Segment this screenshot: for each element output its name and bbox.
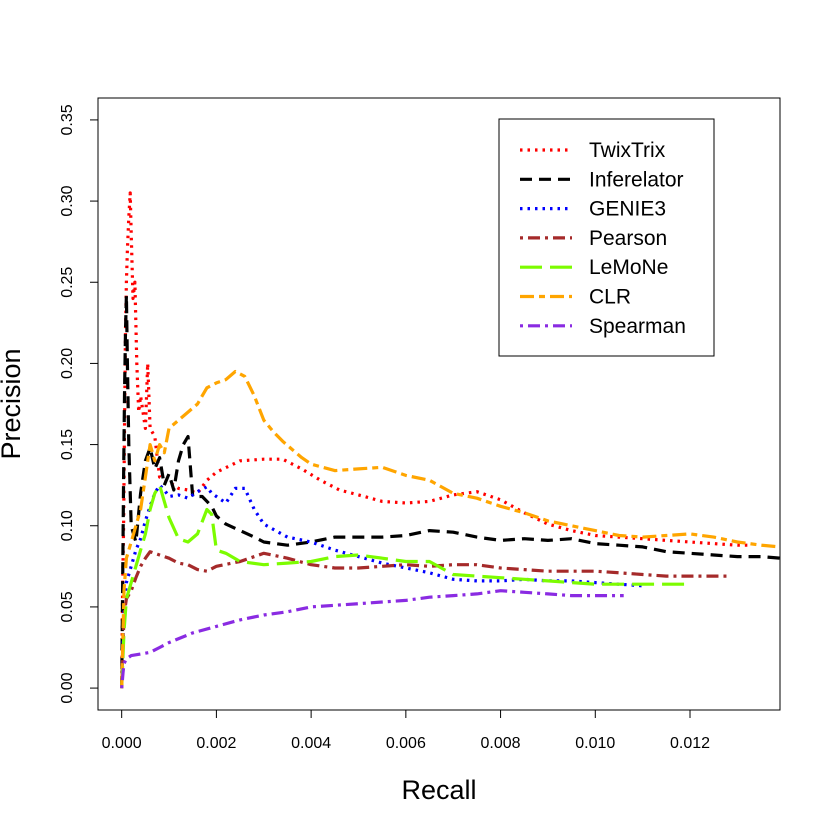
legend-label-inferelator: Inferelator (589, 168, 684, 191)
legend-label-clr: CLR (589, 286, 631, 309)
series-line-clr (120, 369, 781, 689)
y-axis: 0.00 0.05 0.10 0.15 0.20 0.25 0.30 0.35 (59, 104, 99, 704)
series-layer (120, 191, 781, 689)
series-line-pearson (120, 550, 728, 689)
y-tick-label: 0.05 (59, 591, 76, 622)
legend: TwixTrix Inferelator GENIE3 Pearson LeMoNe CL… (498, 118, 715, 357)
y-axis-title: Precision (0, 348, 26, 459)
legend-label-pearson: Pearson (589, 227, 667, 250)
legend-label-spearman: Spearman (589, 315, 686, 338)
y-tick-label: 0.20 (59, 348, 76, 379)
x-tick-label: 0.012 (670, 735, 710, 752)
legend-label-twixtrix: TwixTrix (589, 139, 666, 162)
x-tick-label: 0.002 (196, 735, 236, 752)
y-tick-label: 0.00 (59, 672, 76, 703)
x-axis: 0.000 0.002 0.004 0.006 0.008 0.010 0.012 (102, 709, 710, 752)
x-tick-label: 0.008 (481, 735, 521, 752)
series-line-lemone (120, 483, 690, 689)
series-line-twixtrix (120, 191, 752, 689)
y-tick-label: 0.35 (59, 104, 76, 135)
y-tick-label: 0.15 (59, 429, 76, 460)
x-tick-label: 0.010 (575, 735, 615, 752)
x-axis-title: Recall (401, 775, 476, 805)
legend-label-genie3: GENIE3 (589, 198, 666, 221)
legend-label-lemone: LeMoNe (589, 256, 668, 279)
series-line-spearman (120, 589, 624, 689)
x-tick-label: 0.000 (102, 735, 142, 752)
y-tick-label: 0.30 (59, 185, 76, 216)
x-tick-label: 0.004 (291, 735, 331, 752)
y-tick-label: 0.10 (59, 510, 76, 541)
x-tick-label: 0.006 (386, 735, 426, 752)
series-line-genie3 (120, 483, 643, 689)
y-tick-label: 0.25 (59, 267, 76, 298)
